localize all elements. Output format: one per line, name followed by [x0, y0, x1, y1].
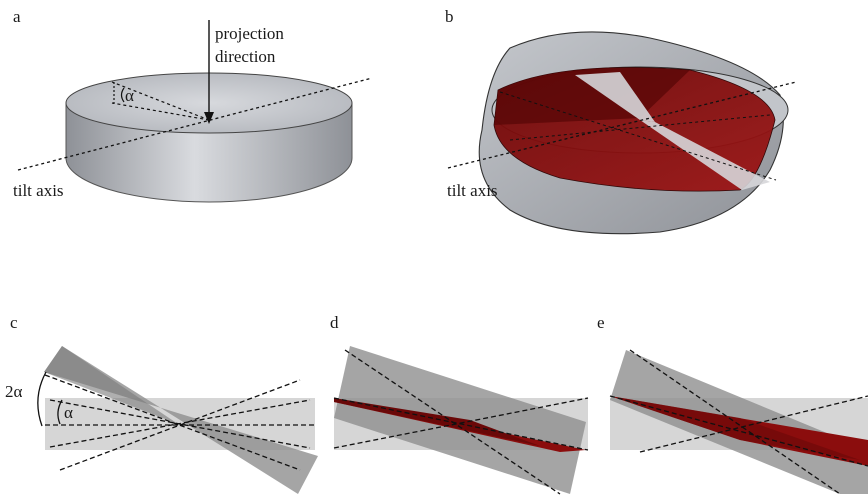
panel-a: a α projection direction tilt axis [13, 7, 373, 203]
alpha-label-c: α [64, 403, 73, 422]
projection-label-1: projection [215, 24, 284, 43]
ray-e-3 [639, 395, 868, 453]
gap-lower [640, 120, 770, 190]
projection-arrow-head [204, 112, 214, 124]
panel-a-label: a [13, 7, 21, 26]
panel-e: e [597, 313, 868, 495]
panel-c-label: c [10, 313, 18, 332]
tilt-axis-label-a: tilt axis [13, 181, 64, 200]
alpha-line-1 [111, 81, 210, 121]
guide-line-1 [499, 91, 777, 181]
guide-line-2 [509, 114, 771, 141]
ray-c-4 [49, 399, 311, 448]
alpha-arc-c [57, 399, 63, 425]
red-sliver-d2 [334, 398, 540, 446]
ray-e-2 [609, 395, 868, 467]
projection-label-2: direction [215, 47, 276, 66]
tilt-axis-line [17, 77, 373, 171]
cone-c-2 [44, 346, 178, 424]
panel-e-label: e [597, 313, 605, 332]
ray-d-3 [333, 397, 589, 449]
two-alpha-label: 2α [5, 382, 23, 401]
panel-d-label: d [330, 313, 339, 332]
panel-b: b tilt axis [445, 7, 797, 235]
alpha-line-2 [111, 102, 210, 121]
two-alpha-arc [37, 371, 47, 427]
panel-c: c 2α α [5, 313, 318, 494]
ray-d-2 [333, 397, 589, 451]
panel-d: d [330, 313, 589, 495]
alpha-label-a: α [125, 86, 134, 105]
alpha-arc [120, 87, 125, 103]
gap-upper [575, 72, 655, 122]
panel-b-label: b [445, 7, 454, 26]
ray-e-1 [629, 349, 841, 495]
ray-c-5 [59, 379, 301, 471]
tilt-axis-label-b: tilt axis [447, 181, 498, 200]
